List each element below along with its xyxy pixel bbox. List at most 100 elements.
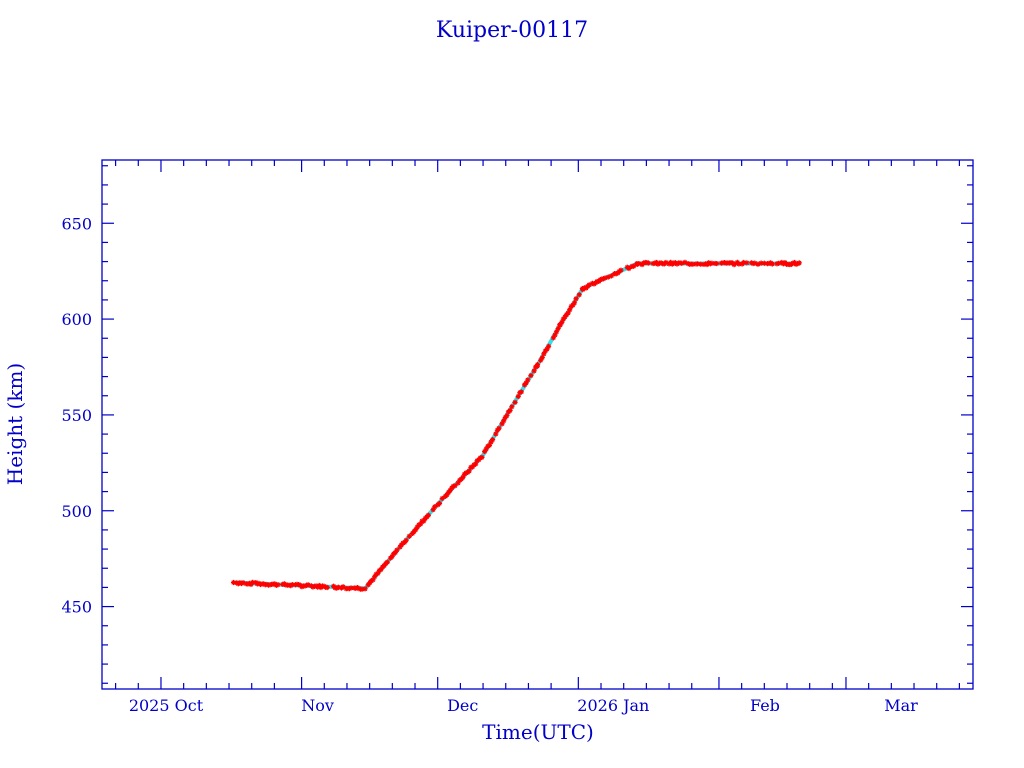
asterisk-marker bbox=[576, 292, 582, 298]
asterisk-marker bbox=[663, 259, 669, 266]
data-point-marker bbox=[264, 581, 270, 588]
data-point-marker bbox=[515, 393, 521, 400]
asterisk-marker bbox=[439, 495, 445, 502]
data-point-marker bbox=[372, 574, 378, 580]
asterisk-marker bbox=[348, 585, 354, 591]
asterisk-marker bbox=[335, 584, 341, 590]
asterisk-marker bbox=[741, 259, 747, 266]
data-point-marker bbox=[685, 261, 691, 267]
asterisk-marker bbox=[531, 368, 537, 374]
asterisk-marker bbox=[469, 464, 476, 470]
series-height bbox=[230, 259, 802, 592]
data-point-marker bbox=[245, 581, 251, 587]
asterisk-marker bbox=[499, 421, 505, 427]
asterisk-marker bbox=[552, 332, 558, 338]
data-point-marker bbox=[378, 566, 384, 573]
data-point-marker bbox=[645, 260, 652, 266]
data-point-marker bbox=[381, 563, 387, 569]
data-point-marker bbox=[744, 260, 750, 266]
data-point-marker bbox=[340, 584, 346, 590]
data-point-marker bbox=[460, 474, 466, 480]
asterisk-marker bbox=[698, 261, 704, 267]
asterisk-marker bbox=[362, 586, 368, 592]
data-point-marker bbox=[758, 260, 764, 266]
asterisk-marker bbox=[436, 500, 443, 506]
data-point-marker bbox=[507, 407, 513, 414]
data-point-marker bbox=[613, 271, 619, 277]
asterisk-marker bbox=[562, 314, 568, 320]
asterisk-marker bbox=[534, 362, 541, 368]
asterisk-marker bbox=[250, 579, 256, 585]
asterisk-marker bbox=[605, 274, 611, 280]
data-point-marker bbox=[573, 296, 579, 302]
asterisk-marker bbox=[636, 260, 642, 267]
data-point-marker bbox=[776, 260, 782, 266]
asterisk-marker bbox=[608, 273, 615, 279]
data-point-marker bbox=[523, 380, 529, 386]
asterisk-marker bbox=[299, 584, 305, 590]
data-point-marker bbox=[539, 355, 545, 361]
data-point-marker bbox=[401, 539, 408, 545]
data-point-marker bbox=[528, 372, 534, 379]
data-point-marker bbox=[394, 547, 400, 553]
asterisk-marker bbox=[515, 393, 521, 400]
data-point-marker bbox=[324, 584, 330, 591]
asterisk-marker bbox=[414, 524, 420, 530]
data-point-marker bbox=[796, 260, 802, 266]
asterisk-marker bbox=[613, 271, 619, 277]
asterisk-marker bbox=[776, 260, 782, 266]
asterisk-marker bbox=[538, 357, 544, 363]
data-point-marker bbox=[250, 579, 256, 585]
data-point-marker bbox=[400, 540, 406, 546]
x-tick-label: 2026 Jan bbox=[577, 696, 649, 715]
data-point-marker bbox=[425, 512, 431, 518]
asterisk-marker bbox=[539, 355, 545, 361]
data-point-marker bbox=[499, 421, 505, 427]
data-point-marker bbox=[509, 404, 515, 410]
asterisk-marker bbox=[275, 582, 281, 588]
asterisk-marker bbox=[482, 448, 488, 455]
asterisk-marker bbox=[544, 346, 550, 352]
asterisk-marker bbox=[553, 329, 560, 335]
data-point-marker bbox=[493, 431, 499, 437]
asterisk-marker bbox=[421, 518, 427, 524]
data-point-marker bbox=[533, 364, 539, 370]
data-point-marker bbox=[486, 442, 493, 448]
data-point-marker bbox=[731, 262, 737, 268]
data-point-marker bbox=[679, 260, 685, 266]
data-point-marker bbox=[534, 362, 541, 368]
data-point-marker bbox=[709, 260, 715, 266]
x-tick-label: Mar bbox=[884, 696, 918, 715]
asterisk-marker bbox=[346, 585, 353, 592]
asterisk-marker bbox=[444, 492, 450, 498]
asterisk-marker bbox=[389, 553, 395, 560]
asterisk-marker bbox=[528, 372, 534, 379]
asterisk-marker bbox=[413, 526, 419, 533]
x-tick-label: Nov bbox=[301, 696, 334, 715]
asterisk-marker bbox=[359, 586, 365, 592]
data-point-marker bbox=[436, 500, 443, 506]
asterisk-marker bbox=[507, 407, 513, 414]
data-point-marker bbox=[275, 582, 281, 588]
data-point-marker bbox=[576, 292, 582, 298]
data-point-marker bbox=[557, 322, 563, 328]
data-point-marker bbox=[631, 263, 637, 269]
asterisk-marker bbox=[761, 260, 767, 266]
plot-frame bbox=[101, 159, 974, 690]
y-tick-label: 450 bbox=[61, 598, 92, 617]
asterisk-marker bbox=[460, 474, 466, 480]
x-axis-label: Time(UTC) bbox=[482, 720, 594, 744]
data-point-marker bbox=[496, 425, 502, 431]
asterisk-marker bbox=[573, 296, 579, 302]
x-tick-label: Dec bbox=[447, 696, 478, 715]
asterisk-marker bbox=[432, 504, 438, 510]
data-point-marker bbox=[414, 524, 420, 530]
asterisk-marker bbox=[447, 487, 453, 493]
data-point-marker bbox=[714, 260, 720, 267]
asterisk-marker bbox=[489, 437, 496, 443]
asterisk-marker bbox=[565, 310, 571, 316]
data-point-marker bbox=[230, 579, 237, 586]
asterisk-marker bbox=[645, 260, 652, 266]
data-point-marker bbox=[406, 533, 412, 539]
